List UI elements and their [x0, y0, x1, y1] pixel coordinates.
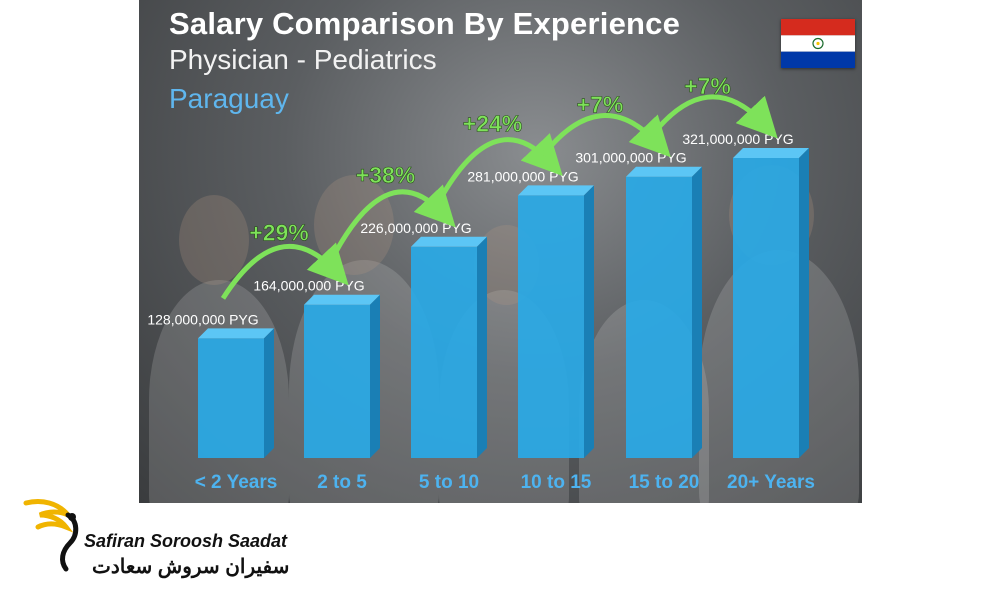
chart-title: Salary Comparison By Experience: [169, 6, 681, 41]
value-label: 281,000,000 PYG: [467, 168, 578, 184]
bar-side: [584, 185, 594, 458]
bar-side: [799, 148, 809, 458]
growth-label: +7%: [577, 92, 624, 118]
value-label: 301,000,000 PYG: [575, 150, 686, 166]
brand-name-english: Safiran Soroosh Saadat: [84, 531, 288, 551]
growth-label: +29%: [249, 220, 308, 246]
bar: [626, 176, 692, 458]
bar: [411, 246, 477, 458]
bar-top: [626, 166, 702, 177]
bar-group: [733, 148, 809, 458]
value-label: 128,000,000 PYG: [147, 311, 258, 327]
bar-group: [626, 166, 702, 458]
growth-arrow: [220, 242, 349, 300]
bar: [518, 195, 584, 458]
category-label: 15 to 20: [629, 472, 700, 493]
growth-arrow: [541, 113, 671, 158]
brand-logo-icon: [23, 499, 79, 572]
category-label: 20+ Years: [727, 472, 815, 493]
bar-group: [411, 236, 487, 458]
bar-side: [692, 166, 702, 458]
bar-top: [518, 185, 594, 196]
bar-top: [304, 294, 380, 305]
value-label: 164,000,000 PYG: [253, 278, 364, 294]
category-label: 2 to 5: [317, 472, 367, 493]
bar-side: [264, 328, 274, 458]
bar-group: [304, 294, 380, 458]
bar-side: [370, 294, 380, 458]
growth-arrow: [433, 133, 563, 208]
bar-side: [477, 236, 487, 458]
paraguay-flag-icon: [781, 19, 855, 68]
growth-label: +7%: [684, 73, 731, 99]
bar-top: [411, 236, 487, 247]
bar: [304, 304, 370, 458]
category-label: 10 to 15: [521, 472, 592, 493]
bar-top: [198, 328, 274, 339]
chart-subtitle: Physician - Pediatrics: [169, 44, 437, 75]
category-label: 5 to 10: [419, 472, 479, 493]
brand-name-persian: سفیران سروش سعادت: [92, 556, 290, 578]
category-label: < 2 Years: [195, 472, 278, 493]
bar-chart: 128,000,000 PYG < 2 Years 164,000,000 PYG 2…: [147, 73, 815, 493]
bar: [733, 158, 799, 458]
bar: [198, 338, 264, 458]
bar-group: [518, 185, 594, 458]
growth-label: +24%: [463, 110, 522, 136]
value-label: 226,000,000 PYG: [360, 220, 471, 236]
chart-panel: Salary Comparison By Experience Physicia…: [139, 0, 862, 503]
country-label: Paraguay: [169, 83, 289, 114]
growth-label: +38%: [356, 162, 415, 188]
growth-arrow: [326, 184, 456, 266]
background-person-head: [179, 195, 249, 285]
bar-group: [198, 328, 274, 458]
growth-arrow: [649, 94, 778, 139]
value-label: 321,000,000 PYG: [682, 131, 793, 147]
bar-top: [733, 148, 809, 158]
